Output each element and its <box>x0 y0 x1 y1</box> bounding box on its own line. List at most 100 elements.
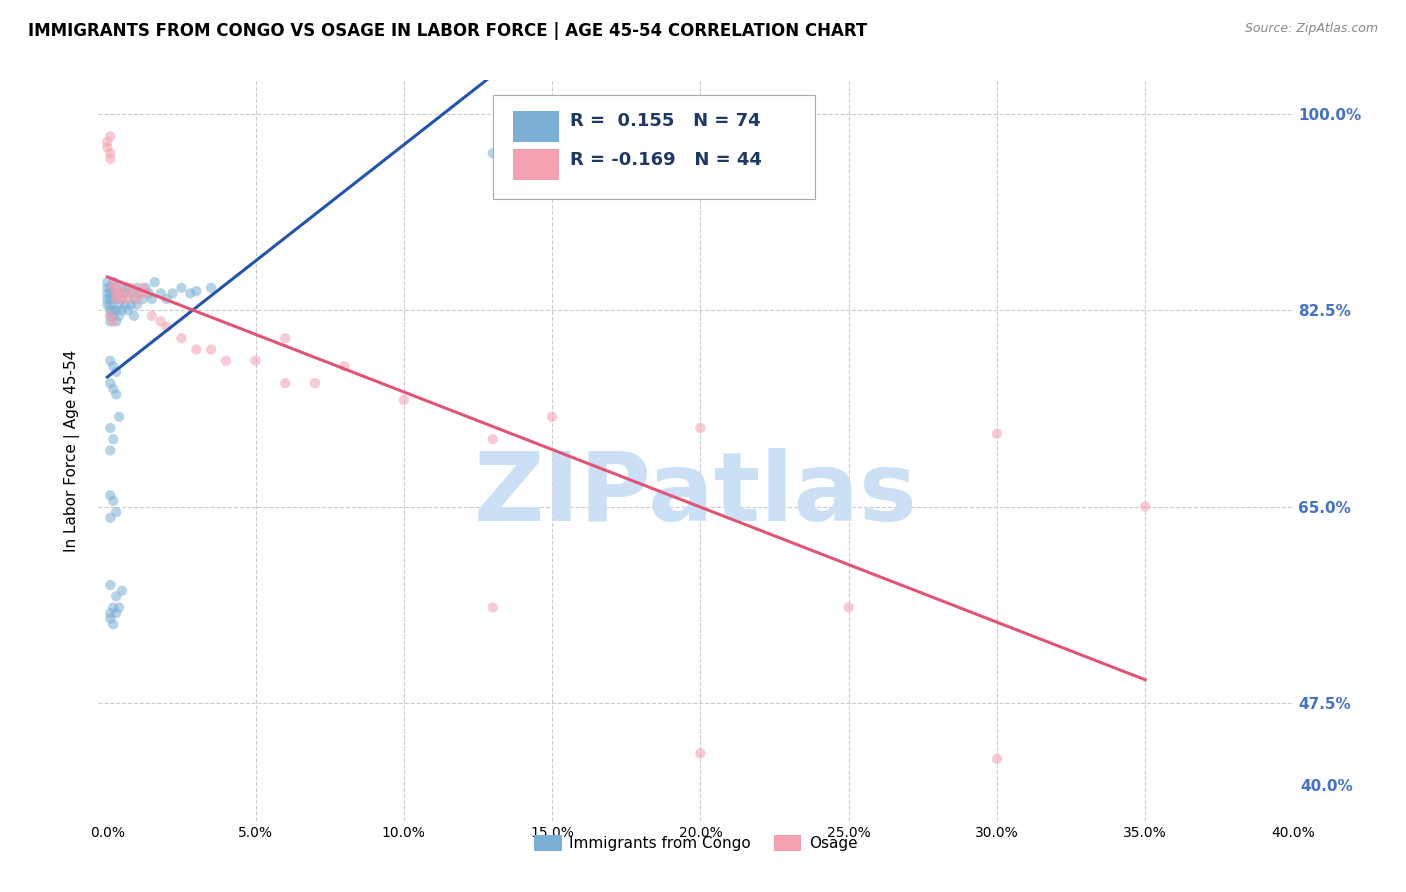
Point <box>125 292 148 306</box>
Point <box>105 505 128 519</box>
Point <box>98 129 121 144</box>
Point <box>149 286 172 301</box>
Point <box>98 488 121 502</box>
FancyBboxPatch shape <box>513 111 558 142</box>
Point <box>186 343 208 357</box>
Point <box>108 600 131 615</box>
Point <box>149 314 172 328</box>
Point <box>274 331 297 345</box>
Point <box>103 600 125 615</box>
Point <box>986 426 1008 441</box>
Point <box>108 281 131 295</box>
Point <box>125 281 148 295</box>
Point <box>162 286 184 301</box>
Text: R =  0.155   N = 74: R = 0.155 N = 74 <box>571 112 761 130</box>
Point <box>138 286 160 301</box>
Point <box>111 292 134 306</box>
Point <box>108 286 131 301</box>
Point <box>215 353 238 368</box>
Point <box>122 309 145 323</box>
Point <box>135 286 157 301</box>
Point <box>96 135 118 149</box>
Point <box>135 281 157 295</box>
Text: 40.0%: 40.0% <box>1301 780 1353 795</box>
Point <box>103 292 125 306</box>
Point <box>838 600 860 615</box>
Point <box>482 600 505 615</box>
Point <box>105 281 128 295</box>
Point <box>96 298 118 312</box>
Point <box>96 140 118 154</box>
Point <box>103 359 125 374</box>
Point <box>105 286 128 301</box>
Point <box>114 286 136 301</box>
Point <box>108 298 131 312</box>
Point <box>105 292 128 306</box>
Point <box>103 494 125 508</box>
Point <box>98 286 121 301</box>
Point <box>103 275 125 289</box>
Point <box>98 309 121 323</box>
Point <box>98 443 121 458</box>
Point <box>170 281 193 295</box>
Point <box>98 281 121 295</box>
Point <box>274 376 297 391</box>
Point <box>141 292 163 306</box>
Point <box>392 392 415 407</box>
Point <box>98 606 121 620</box>
Point <box>98 510 121 524</box>
Point <box>245 353 267 368</box>
Point <box>98 292 121 306</box>
Point <box>179 286 201 301</box>
Point <box>132 281 155 295</box>
Point <box>482 432 505 446</box>
Point <box>117 292 139 306</box>
Point <box>98 353 121 368</box>
Point <box>156 292 179 306</box>
Point <box>96 292 118 306</box>
Point <box>141 309 163 323</box>
Point <box>132 292 155 306</box>
Point <box>120 281 142 295</box>
Point <box>122 286 145 301</box>
Point <box>96 275 118 289</box>
Text: ZIPatlas: ZIPatlas <box>474 449 918 541</box>
Point <box>120 286 142 301</box>
Point <box>122 292 145 306</box>
Point <box>105 292 128 306</box>
FancyBboxPatch shape <box>513 149 558 180</box>
Point <box>98 376 121 391</box>
Point <box>98 309 121 323</box>
Point <box>129 286 152 301</box>
Point <box>111 292 134 306</box>
Point <box>117 281 139 295</box>
Point <box>103 314 125 328</box>
Point <box>186 284 208 298</box>
Point <box>114 286 136 301</box>
Point <box>103 275 125 289</box>
Point <box>541 409 564 424</box>
Point <box>129 286 152 301</box>
Point <box>114 298 136 312</box>
Point <box>1135 500 1157 514</box>
Point <box>689 421 711 435</box>
Point <box>98 303 121 318</box>
Point <box>143 275 166 289</box>
Point <box>108 409 131 424</box>
Point <box>111 281 134 295</box>
Point <box>98 146 121 161</box>
Point <box>103 281 125 295</box>
Point <box>108 286 131 301</box>
Point <box>103 617 125 632</box>
Point <box>105 303 128 318</box>
Point <box>156 320 179 334</box>
Point <box>98 152 121 166</box>
Point <box>103 309 125 323</box>
Point <box>98 421 121 435</box>
Y-axis label: In Labor Force | Age 45-54: In Labor Force | Age 45-54 <box>63 350 80 551</box>
Point <box>98 314 121 328</box>
Point <box>170 331 193 345</box>
Point <box>96 281 118 295</box>
Point <box>105 387 128 401</box>
Point <box>200 281 222 295</box>
